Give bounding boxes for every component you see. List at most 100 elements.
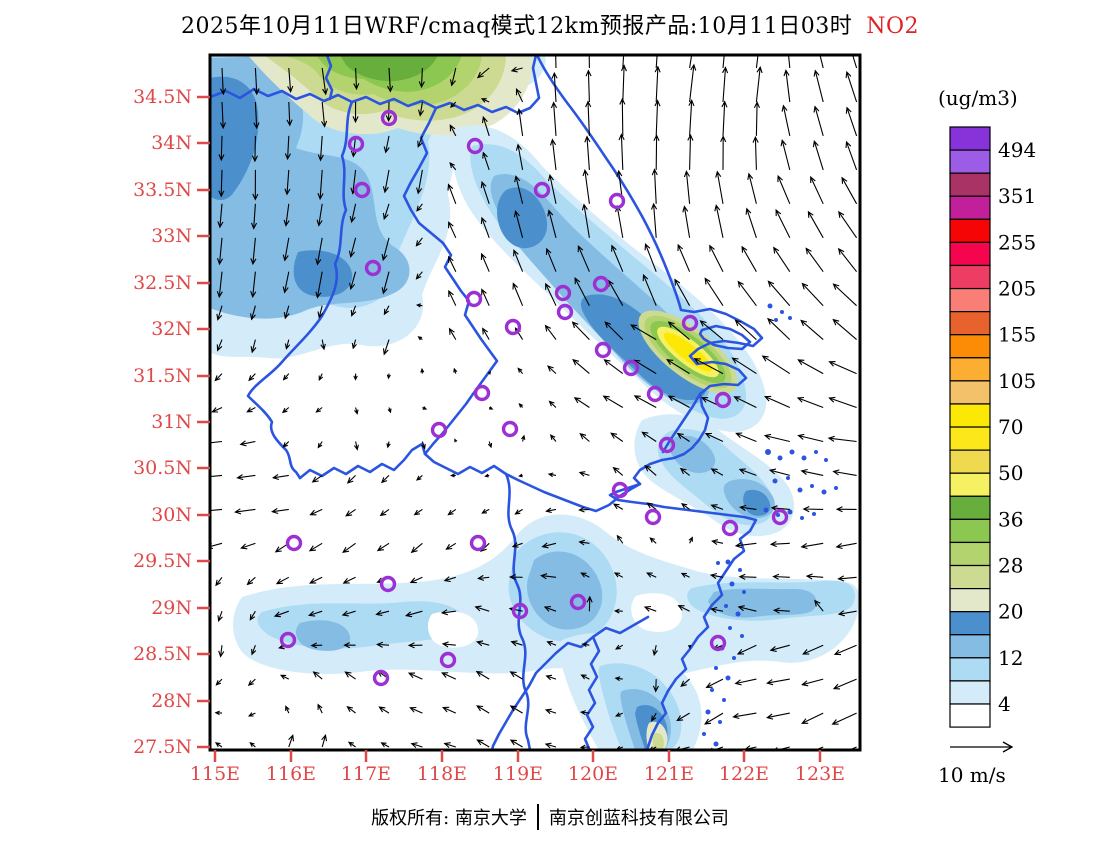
wind-arrow: [676, 432, 690, 442]
wind-arrow: [417, 336, 423, 341]
wind-arrow: [734, 542, 757, 549]
wind-arrow: [386, 373, 391, 380]
colorbar-tick-label: 12: [998, 646, 1023, 670]
wind-arrow: [805, 247, 824, 273]
wind-arrow: [285, 705, 290, 714]
wind-arrow: [667, 321, 690, 341]
wind-arrow: [643, 605, 657, 612]
wind-arrow: [612, 466, 624, 476]
wind-arrow: [722, 55, 725, 69]
wind-arrow: [416, 203, 423, 212]
no2-concentration-layer: [210, 55, 860, 750]
wind-arrow: [247, 678, 256, 687]
wind-arrow: [747, 172, 757, 204]
wind-arrow: [642, 273, 657, 306]
boundary-line: [490, 615, 650, 750]
wind-arrow: [581, 203, 590, 238]
wind-arrow: [416, 474, 423, 481]
wind-arrow: [521, 434, 526, 442]
wind-arrow: [676, 712, 690, 722]
wind-arrow: [832, 283, 857, 307]
wind-arrow: [510, 66, 523, 73]
wind-arrow: [620, 64, 628, 103]
wind-arrow: [551, 71, 558, 103]
wind-arrow: [715, 170, 724, 204]
station-marker: [469, 534, 487, 552]
lon-label: 116E: [266, 763, 316, 785]
wind-arrow: [450, 101, 457, 109]
colorbar-tick-label: 4: [998, 692, 1011, 716]
wind-arrow: [409, 576, 423, 584]
island-dot: [705, 709, 711, 715]
wind-arrow: [832, 469, 857, 476]
wind-arrow: [577, 245, 590, 272]
island-dot: [767, 303, 773, 309]
wind-arrow: [445, 542, 457, 550]
wind-arrow: [449, 67, 457, 87]
wind-arrow: [448, 327, 457, 340]
colorbar-box: [949, 587, 991, 613]
wind-arrow: [282, 373, 290, 381]
station-marker: [285, 534, 303, 552]
colorbar-box: [949, 334, 991, 359]
wind-arrow: [545, 674, 557, 681]
wind-arrow: [321, 67, 329, 96]
wind-arrow: [649, 537, 657, 544]
colorbar: (ug/m3) 494 351 255 205 155 105 70 50 36 28 20 12 4: [938, 86, 1036, 728]
wind-arrow: [517, 367, 524, 374]
lon-label: 121E: [644, 763, 694, 785]
wind-arrow: [737, 280, 757, 307]
wind-arrow: [688, 99, 695, 136]
wind-arrow: [680, 503, 690, 510]
wind-arrow: [415, 237, 423, 247]
wind-arrow: [578, 471, 590, 477]
colorbar-box: [949, 218, 991, 244]
wind-arrow: [215, 678, 223, 686]
station-marker: [658, 436, 676, 454]
wind-arrow: [481, 508, 490, 514]
wind-arrow: [448, 289, 457, 306]
wind-arrow: [448, 221, 457, 239]
wind-arrow: [341, 610, 356, 617]
wind-arrow: [585, 69, 592, 103]
wind-arrow: [315, 237, 323, 266]
wind-arrow: [409, 706, 423, 714]
wind-arrow: [654, 99, 661, 136]
station-marker: [681, 314, 699, 332]
lat-label: 33.5N: [133, 179, 192, 201]
wind-arrow: [679, 467, 690, 476]
wind-arrow: [376, 542, 390, 552]
lat-label: 28.5N: [133, 643, 192, 665]
wind-arrow: [404, 610, 423, 618]
wind-arrow: [769, 644, 790, 652]
wind-arrow: [732, 712, 757, 720]
colorbar-box: [949, 426, 991, 451]
wind-arrow: [480, 216, 490, 238]
wind-arrow: [382, 203, 390, 221]
wind-arrow: [443, 742, 456, 749]
wind-arrow: [318, 373, 324, 382]
colorbar-tick-label: 255: [998, 230, 1036, 254]
wind-arrow: [215, 576, 223, 587]
wind-arrow: [250, 271, 257, 299]
wind-arrow: [710, 606, 724, 613]
wind-arrow: [508, 573, 523, 581]
lat-label: 30N: [151, 504, 192, 526]
colorbar-box: [949, 495, 991, 520]
colorbar-tick-label: 155: [998, 323, 1036, 347]
wind-arrow: [547, 365, 557, 375]
station-marker: [364, 259, 382, 277]
colorbar-box: [949, 703, 991, 728]
wind-arrow: [654, 65, 661, 103]
island-dot: [772, 478, 778, 484]
island-dot: [821, 489, 827, 495]
wind-arrow: [777, 174, 791, 205]
island-dot: [797, 487, 803, 493]
wind-arrow: [312, 671, 323, 680]
wind-arrow: [544, 708, 557, 715]
station-marker: [721, 519, 739, 537]
wind-arrow: [615, 204, 624, 238]
wind-arrow: [813, 69, 824, 103]
wind-arrow: [780, 139, 791, 171]
wind-arrow: [734, 678, 757, 686]
